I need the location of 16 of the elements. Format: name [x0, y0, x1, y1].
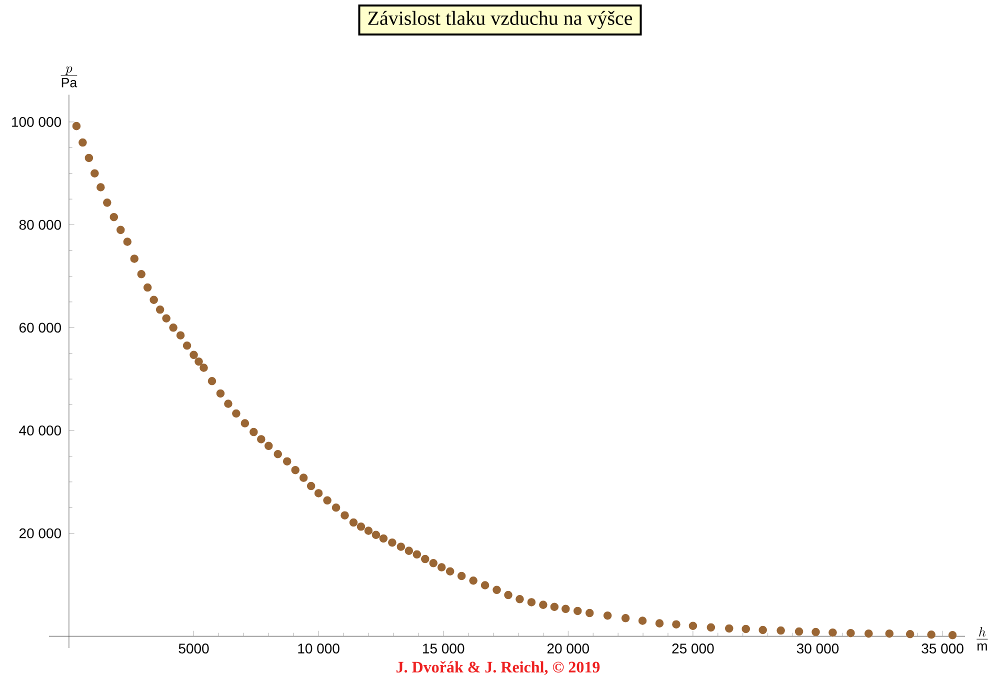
y-tick-label: 40 000: [19, 426, 62, 436]
x-tick-label: 20 000: [547, 644, 589, 654]
y-tick-label: 80 000: [19, 220, 62, 230]
y-axis-title: $\frac{p}{\mathrm{Pa}}$: [60, 66, 78, 88]
x-axis-title: $\frac{h}{\mathrm{m}}$: [976, 627, 988, 651]
y-tick-label: 100 000: [12, 117, 62, 127]
y-tick-label: 20 000: [19, 528, 62, 538]
x-tick-label: 10 000: [298, 644, 340, 654]
text: J. Dvořák & J. Reichl, © 2019: [396, 661, 600, 675]
x-tick-label: 35 000: [922, 644, 964, 654]
x-tick-label: 30 000: [796, 644, 839, 654]
chart-title: Závislost tlaku vzduchu na výšce: [368, 10, 632, 30]
x-tick-label: 25 000: [672, 644, 714, 654]
y-tick-label: 60 000: [19, 322, 62, 333]
x-tick-label: 5000: [178, 644, 209, 654]
x-tick-label: 15 000: [423, 644, 464, 654]
